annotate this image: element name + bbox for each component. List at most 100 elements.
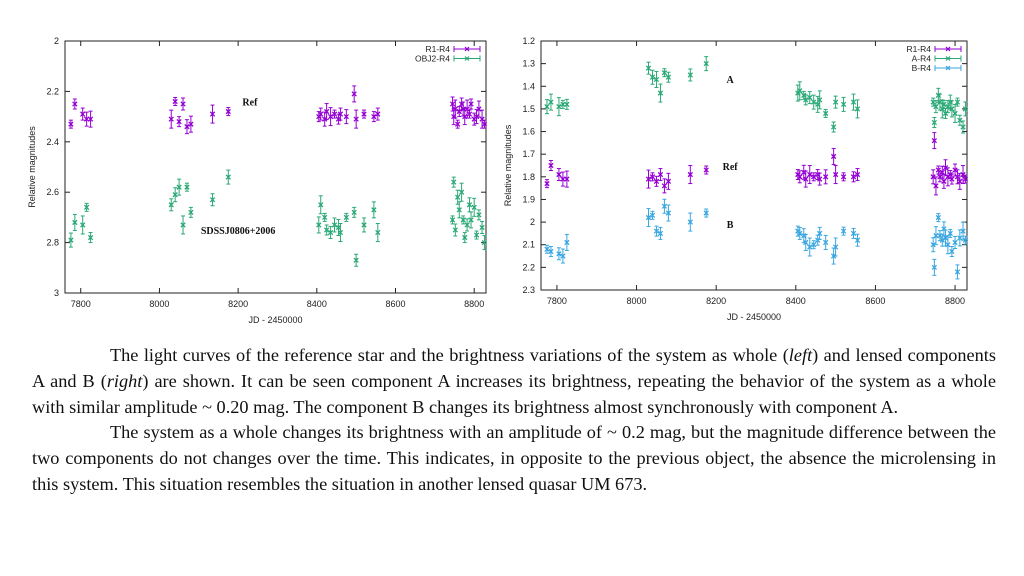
left-obj2-r4-point (468, 217, 474, 223)
right-b-r4-point (661, 203, 668, 209)
right-b-r4-point (817, 230, 823, 237)
left-ytick-label: 2 (54, 36, 59, 46)
right-b-r4-point (645, 214, 652, 221)
right-a-r4-point (937, 99, 943, 105)
left-r1-r4-point (476, 106, 482, 112)
right-b-r4-point (949, 248, 955, 255)
right-b-r4-point (653, 228, 660, 234)
left-r1-r4-point (473, 113, 480, 120)
right-a-r4-point (949, 106, 955, 112)
right-a-r4-point (960, 124, 966, 130)
caption-text-1a: The light curves of the reference star a… (110, 345, 789, 365)
left-obj2-r4-point (80, 222, 86, 228)
left-r1-r4-point (337, 111, 344, 117)
left-r1-r4-point (180, 101, 186, 107)
left-r1-r4-point (353, 116, 359, 122)
right-ytick-label: 2.1 (522, 240, 535, 250)
left-r1-r4-point (87, 116, 94, 122)
right-ytick-label: 1.9 (522, 194, 535, 204)
right-a-r4-point (840, 101, 847, 108)
right-annotation: B (727, 220, 734, 231)
right-a-r4-point (556, 103, 562, 110)
left-obj2-r4-point (451, 179, 457, 185)
right-b-r4-point (954, 269, 961, 275)
right-legend-marker (945, 46, 951, 52)
right-b-r4-point (941, 226, 947, 232)
right-b-r4-point (815, 237, 821, 243)
left-obj2-r4-point (466, 202, 473, 208)
right-r1-r4-point (817, 176, 823, 182)
right-r1-r4-point (930, 174, 936, 180)
right-b-r4-point (957, 235, 963, 241)
right-b-r4-point (960, 228, 966, 234)
left-y-axis-label: Relative magnitudes (27, 126, 37, 208)
left-obj2-r4-point (225, 174, 231, 180)
left-light-curve-chart: 2 2.2 2.4 2.6 2.8 3 7800 8000 8200 8400 8600 8800 JD… (0, 28, 500, 328)
right-a-r4-point (797, 88, 803, 94)
left-r1-r4-point (80, 111, 86, 117)
left-obj2-r4-point (479, 224, 485, 231)
left-r1-r4-point (375, 111, 381, 117)
right-a-r4-point (945, 103, 951, 110)
right-b-r4-point (564, 239, 570, 246)
left-r1-r4-point (68, 121, 74, 127)
right-r1-r4-point (653, 178, 660, 185)
right-r1-r4-point (797, 174, 803, 180)
left-legend-marker (464, 46, 470, 52)
right-r1-r4-point (564, 176, 570, 182)
left-r1-r4-point (455, 121, 461, 127)
left-xtick-label: 8200 (228, 299, 248, 309)
right-r1-r4-point (935, 167, 941, 173)
right-b-r4-point (665, 210, 672, 216)
left-obj2-r4-point (87, 234, 94, 241)
right-r1-r4-point (830, 153, 837, 160)
right-r1-r4-point (954, 174, 961, 180)
left-obj2-r4-point (188, 209, 194, 216)
left-obj2-r4-point (335, 224, 342, 231)
left-r1-r4-point (83, 116, 90, 122)
right-a-r4-point (933, 103, 939, 110)
right-r1-r4-point (544, 180, 550, 187)
right-r1-r4-point (645, 176, 652, 182)
right-b-r4-point (649, 212, 656, 218)
right-a-r4-point (803, 97, 809, 103)
left-annotation: Ref (242, 97, 258, 108)
right-r1-r4-point (803, 176, 809, 182)
left-r1-r4-point (72, 101, 78, 107)
right-b-r4-point (945, 242, 951, 248)
caption-italic-right: right (106, 370, 143, 391)
right-a-r4-point (661, 70, 668, 76)
right-b-r4-point (657, 230, 664, 237)
left-obj2-r4-point (481, 239, 488, 246)
left-obj2-r4-point (172, 192, 178, 198)
left-obj2-r4-point (353, 257, 359, 263)
left-r1-r4-point (371, 113, 377, 120)
right-a-r4-point (687, 72, 693, 78)
left-obj2-r4-point (323, 227, 330, 233)
right-legend-marker (945, 65, 951, 71)
caption-paragraph-1: The light curves of the reference star a… (32, 343, 996, 420)
left-obj2-r4-point (361, 222, 367, 228)
left-legend-label: R1-R4 (425, 44, 450, 54)
right-r1-r4-point (807, 171, 813, 178)
right-r1-r4-point (949, 176, 955, 182)
right-legend-label: R1-R4 (906, 44, 931, 54)
right-b-r4-point (560, 253, 566, 259)
left-r1-r4-point (361, 111, 367, 117)
right-b-r4-point (952, 239, 958, 246)
right-legend-label: B-R4 (912, 63, 932, 73)
left-obj2-r4-point (462, 234, 468, 241)
left-ytick-label: 2.8 (46, 238, 59, 248)
right-a-r4-point (830, 124, 837, 130)
left-obj2-r4-point (83, 204, 90, 210)
right-a-r4-point (817, 97, 823, 103)
right-ytick-label: 1.8 (522, 172, 535, 182)
right-b-r4-point (962, 237, 969, 243)
figure-caption: The light curves of the reference star a… (32, 343, 996, 498)
caption-paragraph-2: The system as a whole changes its bright… (32, 422, 996, 494)
left-obj2-r4-point (180, 222, 186, 228)
right-r1-r4-point (560, 176, 566, 182)
right-a-r4-point (657, 90, 664, 96)
right-a-r4-point (941, 101, 947, 108)
left-r1-r4-point (172, 98, 178, 105)
